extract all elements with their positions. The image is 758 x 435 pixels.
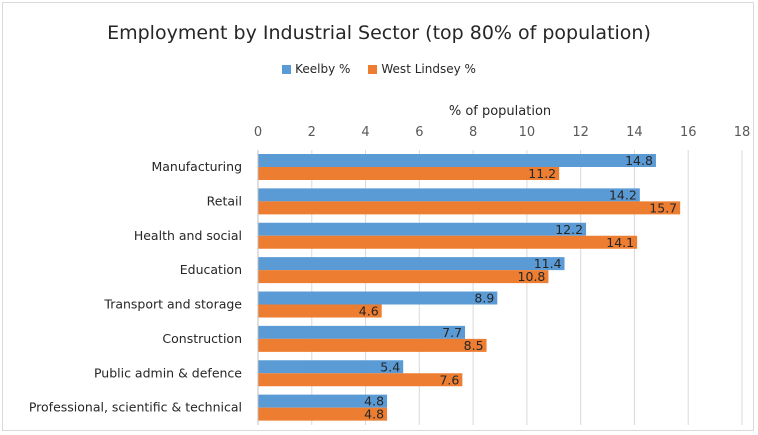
data-label: 14.2 [609,187,637,202]
x-tick-label: 8 [469,125,477,140]
bar-west-lindsey [258,373,463,387]
legend: Keelby % West Lindsey % [0,62,758,76]
data-label: 11.2 [528,166,556,181]
data-label: 14.8 [625,153,653,168]
data-label: 15.7 [649,200,677,215]
bar-west-lindsey [258,304,382,318]
y-category-label: Health and social [134,228,242,243]
bar-west-lindsey [258,270,549,284]
bar-keelby [258,394,388,408]
x-tick-label: 16 [680,125,697,140]
x-tick-label: 4 [361,125,369,140]
bar-west-lindsey [258,235,638,249]
bar-keelby [258,188,640,202]
x-tick-label: 0 [254,125,262,140]
y-category-label: Public admin & defence [94,365,242,380]
data-label: 4.8 [364,394,384,409]
data-label: 11.4 [534,256,562,271]
data-label: 5.4 [380,359,400,374]
data-label: 8.5 [464,338,484,353]
bar-keelby [258,291,498,305]
data-label: 7.6 [439,372,459,387]
legend-swatch-west-lindsey [368,64,378,74]
data-label: 12.2 [555,222,583,237]
data-label: 14.1 [606,235,634,250]
data-label: 10.8 [518,269,546,284]
legend-item-west-lindsey: West Lindsey % [368,62,476,76]
x-tick-label: 6 [415,125,423,140]
bar-west-lindsey [258,407,388,421]
data-label: 7.7 [442,325,462,340]
bar-west-lindsey [258,201,681,215]
y-category-label: Manufacturing [151,159,242,174]
bar-keelby [258,325,466,339]
y-category-label: Transport and storage [103,297,242,312]
x-tick-label: 14 [626,125,643,140]
chart-title: Employment by Industrial Sector (top 80%… [107,22,651,44]
bar-keelby [258,360,404,374]
x-tick-label: 2 [308,125,316,140]
x-tick-label: 12 [572,125,589,140]
chart-frame [2,2,754,431]
legend-label-west-lindsey: West Lindsey % [381,62,476,76]
y-category-label: Construction [162,331,242,346]
x-tick-label: 18 [734,125,751,140]
bar-keelby [258,222,587,236]
x-axis-title: % of population [448,104,552,119]
legend-label-keelby: Keelby % [295,62,351,76]
y-category-label: Education [180,262,242,277]
legend-swatch-keelby [282,64,292,74]
x-tick-label: 10 [519,125,536,140]
y-category-label: Professional, scientific & technical [29,400,242,415]
bar-keelby [258,154,656,167]
bar-west-lindsey [258,338,487,352]
legend-item-keelby: Keelby % [282,62,350,76]
data-label: 8.9 [474,291,494,306]
data-label: 4.8 [364,407,384,422]
y-category-label: Retail [207,193,242,208]
data-label: 4.6 [359,304,379,319]
bar-keelby [258,257,565,271]
bar-west-lindsey [258,167,560,180]
